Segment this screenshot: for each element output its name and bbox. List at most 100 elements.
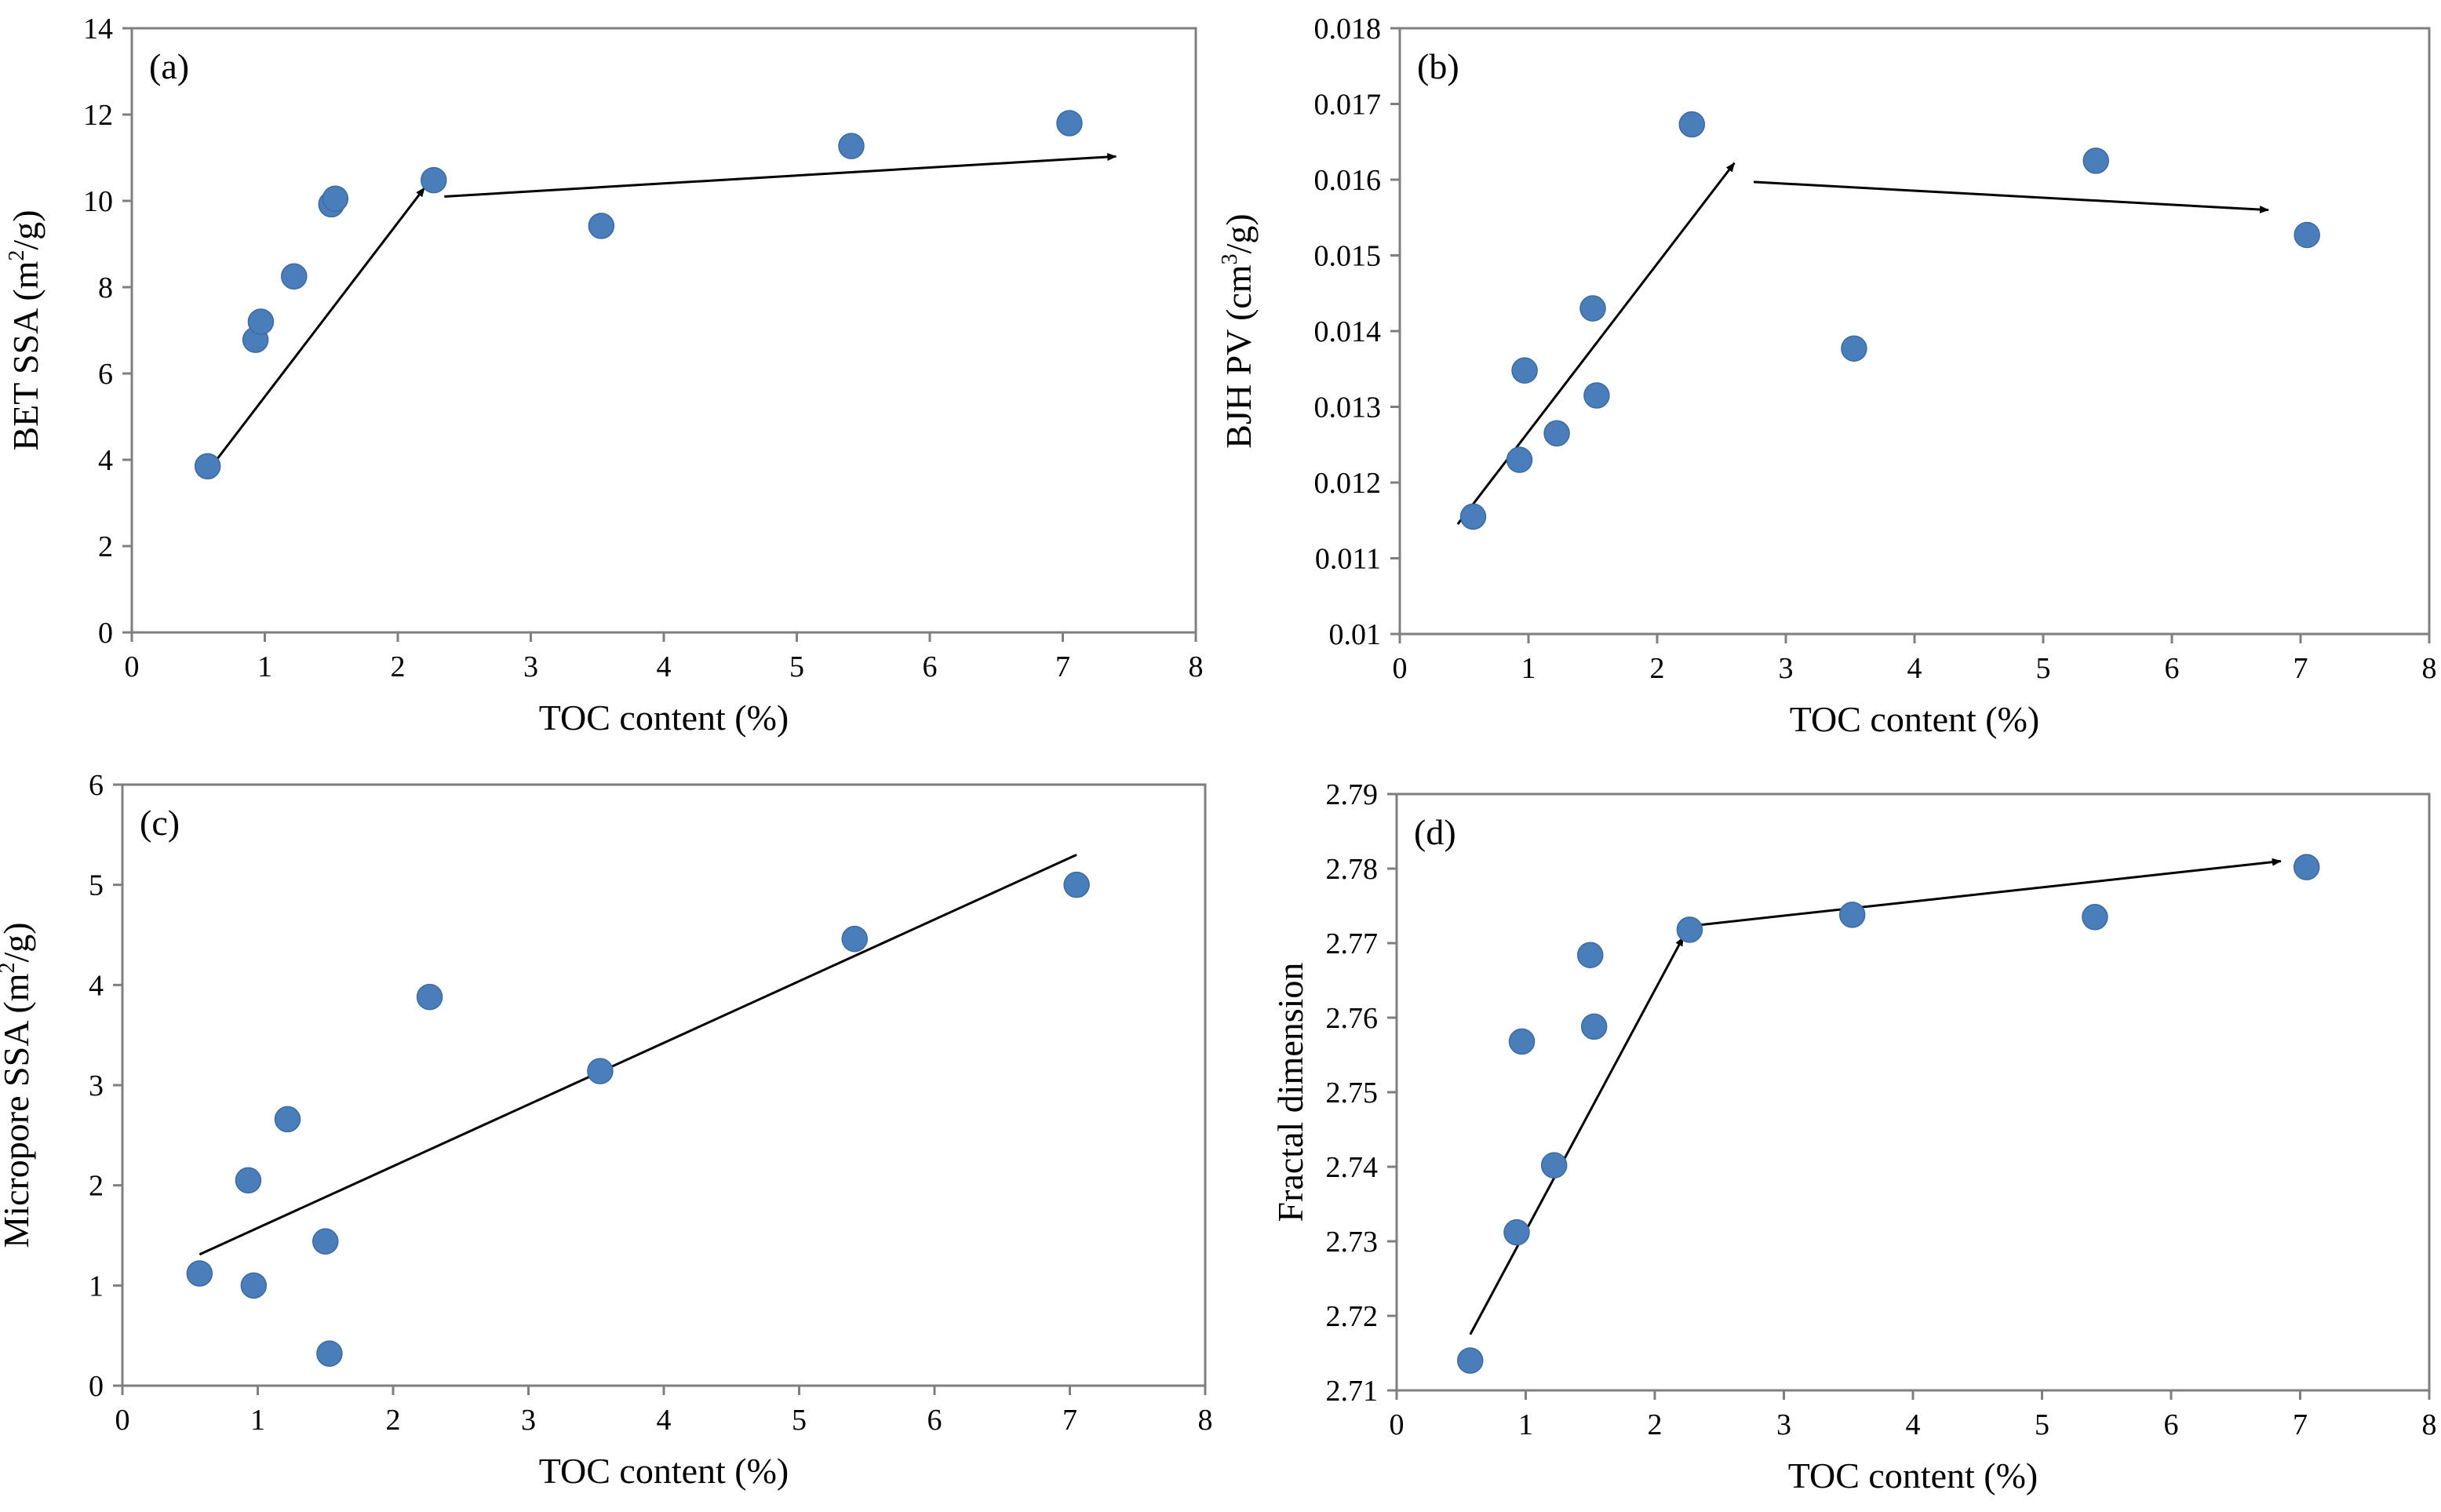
y-tick-label: 2.78 — [1326, 853, 1379, 886]
x-tick-label: 4 — [1906, 1408, 1921, 1441]
x-tick-label: 2 — [391, 650, 406, 683]
x-axis-title: TOC content (%) — [1790, 699, 2040, 739]
data-point — [1063, 871, 1090, 898]
y-tick-label: 2.76 — [1326, 1002, 1379, 1035]
y-axis-title-main: Micropore SSA (m — [0, 973, 36, 1248]
x-tick-label: 0 — [125, 650, 140, 683]
x-tick-label: 1 — [1521, 652, 1536, 685]
x-tick-label: 5 — [2036, 652, 2051, 685]
y-tick-label: 1 — [89, 1270, 104, 1303]
y-tick-label: 2 — [89, 1170, 104, 1203]
data-point — [2082, 148, 2109, 174]
y-axis-title-superscript: 2 — [0, 963, 20, 974]
data-point — [274, 1106, 301, 1133]
data-point — [1579, 295, 1606, 322]
y-tick-label: 4 — [98, 444, 113, 477]
data-point — [1503, 1219, 1530, 1246]
data-point — [1457, 1347, 1484, 1374]
trend-arrow — [1682, 858, 2282, 930]
y-tick-label: 0.012 — [1314, 467, 1382, 500]
data-point — [1508, 1028, 1536, 1055]
data-point — [312, 1228, 339, 1255]
y-tick-label: 2.74 — [1326, 1151, 1379, 1184]
data-point — [838, 133, 865, 159]
x-tick-label: 2 — [1650, 652, 1665, 685]
x-tick-label: 3 — [1776, 1408, 1791, 1441]
y-tick-label: 0.018 — [1314, 13, 1382, 46]
x-tick-label: 5 — [2035, 1408, 2049, 1441]
y-axis-title-superscript: 2 — [5, 250, 29, 261]
x-tick-label: 3 — [523, 650, 538, 683]
panel-b: 0 1 2 3 4 5 6 7 8 0.01 0.011 0.012 0.013 0.014 0.015 0.… — [1218, 13, 2437, 739]
x-tick-label: 7 — [1062, 1404, 1077, 1437]
data-point — [1543, 420, 1570, 447]
y-axis-title-unit: /g) — [5, 209, 46, 250]
x-axis-title: TOC content (%) — [539, 1451, 789, 1491]
data-point — [1577, 942, 1604, 968]
x-tick-label: 0 — [115, 1404, 130, 1437]
y-tick-label: 2 — [98, 530, 113, 563]
x-tick-label: 3 — [1779, 652, 1794, 685]
x-axis-title: TOC content (%) — [1788, 1456, 2038, 1496]
y-tick-label: 10 — [83, 185, 113, 218]
x-tick-label: 8 — [1189, 650, 1204, 683]
data-point — [2293, 854, 2320, 880]
panel-d: 0 1 2 3 4 5 6 7 8 2.71 2.72 2.73 2.74 2.75 2.76 2.77 2.7… — [1270, 778, 2437, 1496]
y-tick-label: 2.71 — [1326, 1375, 1379, 1408]
data-point — [1841, 335, 1867, 362]
plot-area-border — [121, 783, 1207, 1387]
trend-arrow — [444, 153, 1117, 198]
y-axis-title: Fractal dimension — [1270, 963, 1310, 1222]
x-tick-label: 2 — [1648, 1408, 1663, 1441]
y-tick-label: 0.015 — [1314, 240, 1382, 273]
y-tick-label: 0.016 — [1314, 164, 1382, 197]
y-tick-label: 0.017 — [1314, 89, 1382, 122]
y-tick-label: 0.01 — [1329, 618, 1382, 651]
panel-label: (c) — [140, 803, 180, 843]
y-tick-label: 2.77 — [1326, 927, 1379, 960]
panel-c: 0 1 2 3 4 5 6 7 8 0 1 2 3 4 5 6 (c) TOC content (%) Microp… — [0, 769, 1213, 1491]
data-point — [841, 925, 868, 953]
y-tick-label: 4 — [89, 969, 104, 1002]
x-tick-label: 8 — [2422, 1408, 2437, 1441]
data-point — [235, 1167, 262, 1194]
y-tick-label: 0.013 — [1314, 392, 1382, 424]
y-axis-title-main: BJH PV (cm — [1219, 264, 1259, 449]
x-tick-label: 1 — [250, 1404, 265, 1437]
trend-arrow — [210, 187, 426, 468]
data-point — [1459, 503, 1487, 530]
x-tick-label: 6 — [2165, 652, 2180, 685]
y-tick-label: 12 — [83, 99, 113, 132]
data-point — [322, 185, 349, 212]
x-tick-label: 1 — [1518, 1408, 1533, 1441]
y-axis-title: BJH PV (cm3/g) — [1218, 213, 1259, 448]
y-axis-title-unit: /g) — [1219, 213, 1259, 253]
panel-label: (d) — [1414, 812, 1456, 852]
data-point — [587, 1058, 614, 1084]
y-tick-label: 6 — [98, 358, 113, 391]
plot-area-border — [1395, 792, 2431, 1392]
data-point — [416, 983, 443, 1011]
data-point — [1540, 1152, 1568, 1179]
x-tick-label: 5 — [789, 650, 804, 683]
y-tick-label: 0 — [89, 1370, 104, 1403]
trend-arrow — [1456, 162, 1736, 525]
y-axis-title-main: Fractal dimension — [1270, 963, 1310, 1222]
y-tick-label: 5 — [89, 869, 104, 902]
x-tick-label: 8 — [2422, 652, 2437, 685]
data-point — [588, 213, 615, 239]
data-point — [2293, 221, 2320, 249]
y-tick-label: 0.014 — [1314, 315, 1382, 348]
y-tick-label: 2.79 — [1326, 778, 1379, 811]
x-tick-label: 4 — [657, 650, 672, 683]
panel-label: (a) — [149, 46, 189, 86]
data-point — [247, 308, 275, 335]
data-point — [2082, 904, 2108, 931]
x-tick-label: 6 — [2164, 1408, 2179, 1441]
data-point — [1056, 110, 1083, 137]
x-tick-label: 4 — [657, 1404, 672, 1437]
x-tick-label: 0 — [1393, 652, 1408, 685]
trend-line — [199, 854, 1077, 1256]
y-axis-title: BET SSA (m2/g) — [5, 209, 46, 450]
